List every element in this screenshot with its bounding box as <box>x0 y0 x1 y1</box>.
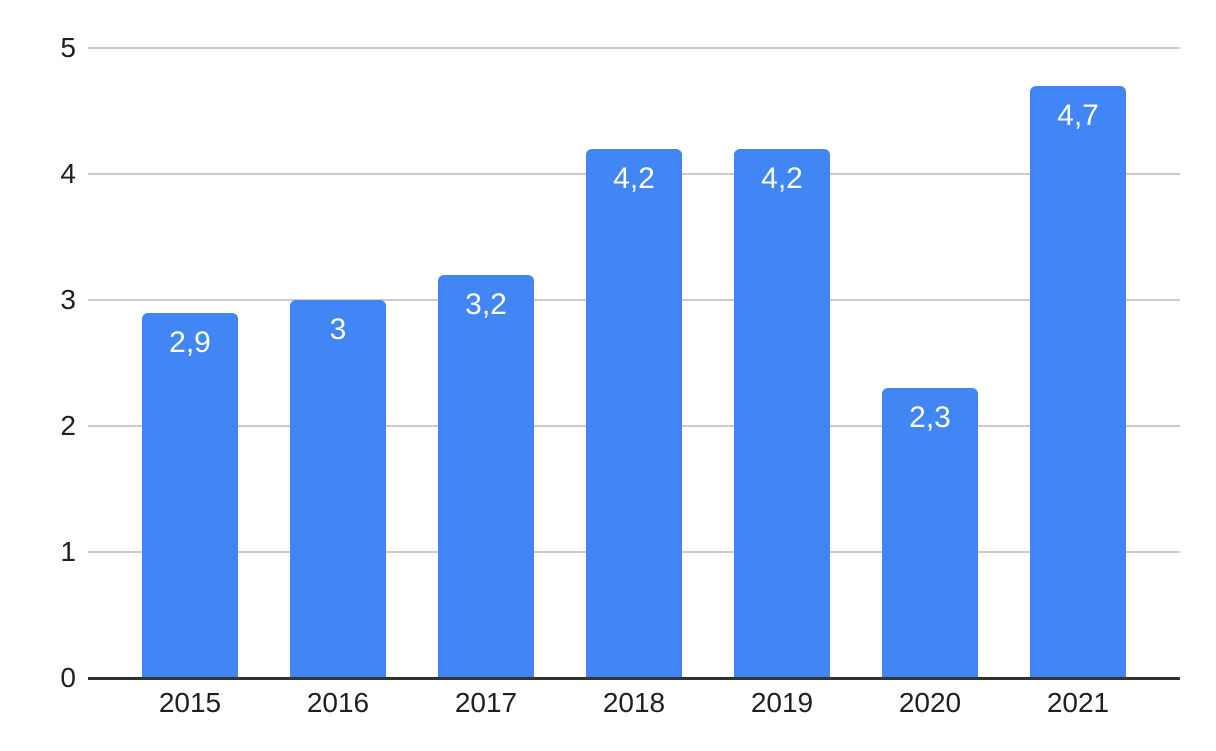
x-tick-label-2017: 2017 <box>454 687 518 718</box>
y-tick-label-4: 4 <box>60 158 76 189</box>
gridline-5 <box>88 47 1180 49</box>
band-2021: 4,7 <box>1004 48 1152 678</box>
band-2015: 2,9 <box>116 48 264 678</box>
bar-2016: 3 <box>290 300 386 678</box>
bar-value-label-2017: 3,2 <box>465 287 507 321</box>
bar-2017: 3,2 <box>438 274 534 678</box>
y-tick-label-0: 0 <box>60 662 76 693</box>
band-2018: 4,2 <box>560 48 708 678</box>
bar-value-label-2021: 4,7 <box>1057 98 1099 132</box>
band-2016: 3 <box>264 48 412 678</box>
bar-value-label-2019: 4,2 <box>761 161 803 195</box>
bars-container: 2,9 3 3,2 4,2 4,2 2,3 4,7 <box>116 48 1152 678</box>
x-tick-label-2019: 2019 <box>750 687 814 718</box>
bar-2015: 2,9 <box>142 312 238 678</box>
bar-value-label-2018: 4,2 <box>613 161 655 195</box>
y-tick-label-2: 2 <box>60 410 76 441</box>
x-tick-label-2015: 2015 <box>158 687 222 718</box>
plot-area: 2,9 3 3,2 4,2 4,2 2,3 4,7 <box>88 47 1180 680</box>
y-tick-label-1: 1 <box>60 536 76 567</box>
bar-value-label-2020: 2,3 <box>909 401 951 435</box>
x-tick-label-2020: 2020 <box>898 687 962 718</box>
band-2020: 2,3 <box>856 48 1004 678</box>
band-2019: 4,2 <box>708 48 856 678</box>
x-tick-label-2016: 2016 <box>306 687 370 718</box>
bar-2021: 4,7 <box>1030 85 1126 678</box>
x-axis-labels: 2015 2016 2017 2018 2019 2020 2021 <box>116 687 1152 719</box>
bar-2019: 4,2 <box>734 148 830 678</box>
x-axis-line <box>88 677 1180 680</box>
y-tick-label-5: 5 <box>60 32 76 63</box>
bar-value-label-2016: 3 <box>329 313 347 346</box>
bar-value-label-2015: 2,9 <box>169 325 211 359</box>
x-tick-label-2018: 2018 <box>602 687 666 718</box>
y-tick-label-3: 3 <box>60 284 76 315</box>
band-2017: 3,2 <box>412 48 560 678</box>
x-tick-label-2021: 2021 <box>1046 687 1110 718</box>
bar-2018: 4,2 <box>586 148 682 678</box>
bar-2020: 2,3 <box>882 388 978 678</box>
